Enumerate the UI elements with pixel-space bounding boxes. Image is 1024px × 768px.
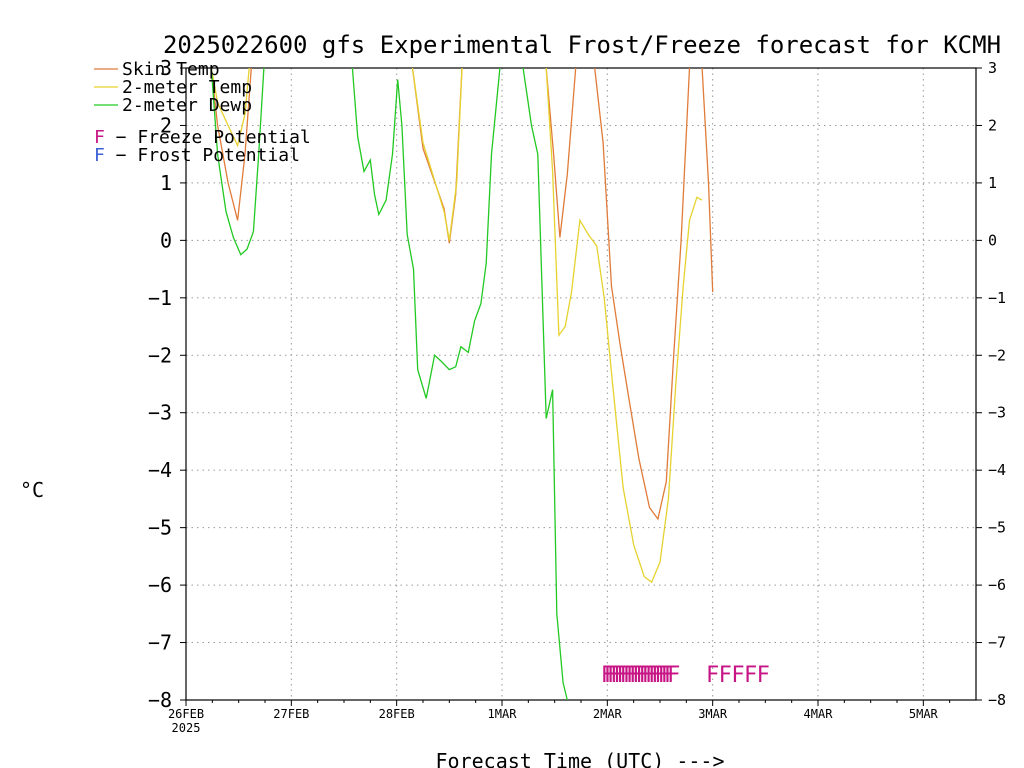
x-tick-label: 26FEB [168,707,204,721]
series-line-2-meter-temp [545,68,703,584]
y-axis-right: −8 −7 −6 −5 −4 −3 −2 −1 0 1 2 3 [976,59,1006,709]
freeze-flag-mark: F [658,663,671,688]
y-tick-label-right: −7 [988,634,1006,652]
legend-marker-f: F [94,145,105,166]
series-line-2-meter-temp [411,68,463,241]
legend-label-2m-dewp: 2-meter Dewp [122,95,252,116]
legend-marker-f: F [94,127,105,148]
series-line-skin-temp [594,68,691,521]
legend: Skin Temp 2-meter Temp 2-meter Dewp F − … [94,59,311,166]
y-tick-label-right: −2 [988,346,1006,364]
y-axis-left: −8 −7 −6 −5 −4 −3 −2 −1 0 1 2 3 [148,56,186,712]
y-tick-label-right: 0 [988,231,997,249]
freeze-flag-mark: F [632,663,645,688]
y-tick-label: −6 [148,573,172,597]
freeze-flag-mark: F [651,663,664,688]
freeze-flag-mark: F [610,663,623,688]
freeze-flag-mark: F [604,663,617,688]
y-tick-label-right: 3 [988,59,997,77]
y-tick-label-right: −3 [988,404,1006,422]
freeze-flag-mark: F [664,663,677,688]
freeze-flag-mark: F [620,663,633,688]
freeze-flag-mark: F [613,663,626,688]
series-line-2-meter-dewp [351,68,501,399]
y-tick-label-right: −6 [988,576,1006,594]
y-tick-label: 2 [160,113,172,137]
freeze-flag-mark: F [661,663,674,688]
freeze-flag-mark: F [629,663,642,688]
series-line-2-meter-dewp [210,68,265,256]
series-line-skin-temp [545,68,577,238]
freeze-flag-mark: F [654,663,667,688]
plot-frame [185,67,977,701]
freeze-flag-mark: F [645,663,658,688]
y-tick-label-right: −4 [988,461,1006,479]
freeze-flag-mark: F [626,663,639,688]
y-tick-label-right: −1 [988,289,1006,307]
freeze-flag-mark: F [642,663,655,688]
freeze-flag-mark: F [744,663,757,688]
y-tick-label: 3 [160,56,172,80]
y-tick-label-right: 2 [988,116,997,134]
grid [185,67,976,701]
freeze-flag-mark: F [617,663,630,688]
freeze-flag-mark: F [667,663,680,688]
legend-marker-text: − Frost Potential [105,145,300,166]
x-tick-label: 28FEB [379,707,415,721]
series-line-skin-temp [411,68,463,244]
y-axis-label: °C [20,478,44,502]
freeze-flag-mark: F [607,663,620,688]
legend-label-2m-temp: 2-meter Temp [122,77,252,98]
y-tick-label: −3 [148,401,172,425]
y-tick-label: −4 [148,458,172,482]
freeze-flag-mark: F [635,663,648,688]
y-tick-label: −1 [148,286,172,310]
legend-marker-text: − Freeze Potential [105,127,311,148]
y-tick-label: −7 [148,631,172,655]
series-line-2-meter-temp [210,68,250,148]
y-tick-label: −5 [148,516,172,540]
y-tick-label: 0 [160,228,172,252]
freeze-flag-mark: F [639,663,652,688]
x-tick-sublabel: 2025 [172,721,201,735]
legend-frost-potential: F − Frost Potential [94,145,300,166]
y-tick-label-right: −8 [988,691,1006,709]
y-tick-label: −8 [148,688,172,712]
x-tick-label: 27FEB [273,707,309,721]
x-tick-label: 2MAR [593,707,623,721]
legend-freeze-potential: F − Freeze Potential [94,127,311,148]
x-tick-label: 3MAR [698,707,728,721]
freeze-flag-mark: F [623,663,636,688]
series-line-skin-temp [701,68,714,293]
y-tick-label-right: −5 [988,519,1006,537]
series-line-2-meter-dewp [522,68,568,700]
legend-label-skin-temp: Skin Temp [122,59,220,80]
x-tick-label: 1MAR [488,707,518,721]
x-tick-label: 5MAR [909,707,939,721]
series-lines [210,68,714,700]
y-tick-label: 1 [160,171,172,195]
series-line-skin-temp [210,68,252,221]
x-axis-label: Forecast Time (UTC) ---> [436,749,725,768]
freeze-flag-mark: F [719,663,732,688]
x-tick-label: 4MAR [804,707,834,721]
y-tick-label: −2 [148,343,172,367]
freeze-flag-mark: F [706,663,719,688]
y-tick-label-right: 1 [988,174,997,192]
freeze-flag-mark: F [601,663,614,688]
freeze-flag-mark: F [757,663,770,688]
freeze-flag-mark: F [648,663,661,688]
freeze-flag-mark: F [731,663,744,688]
chart-title: 2025022600 gfs Experimental Frost/Freeze… [163,31,1001,59]
